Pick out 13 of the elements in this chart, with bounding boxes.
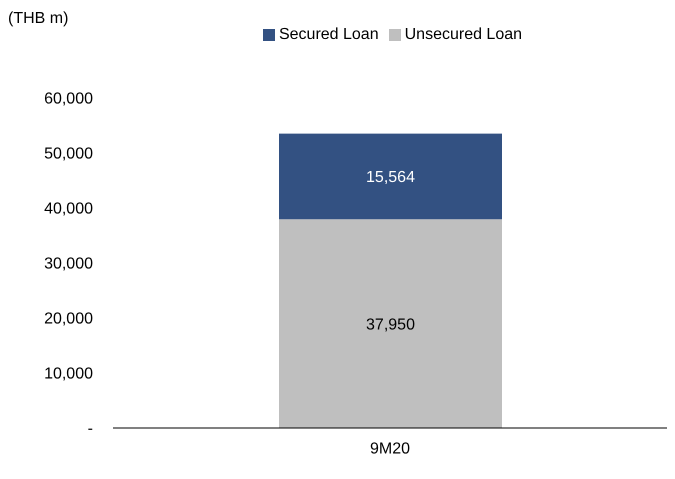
y-tick-label: 60,000 [44, 90, 94, 108]
data-label: 37,950 [366, 316, 416, 334]
legend-label: Unsecured Loan [404, 26, 522, 43]
y-tick-label: 20,000 [44, 310, 94, 328]
x-tick-label: 9M20 [370, 440, 410, 458]
y-tick-label: 30,000 [44, 256, 94, 273]
y-tick-label: - [88, 420, 93, 438]
y-tick-label: 50,000 [44, 146, 94, 163]
legend-label: Secured Loan [278, 26, 379, 43]
y-tick-label: 40,000 [44, 200, 94, 218]
y-tick-label: 10,000 [44, 366, 94, 383]
y-axis-title: (THB m) [8, 10, 68, 28]
data-label: 15,564 [366, 169, 416, 186]
